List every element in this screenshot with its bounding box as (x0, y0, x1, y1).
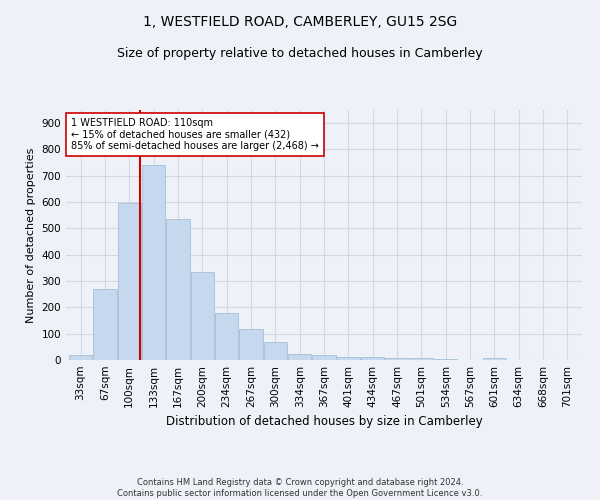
Bar (191, 272, 214, 360)
X-axis label: Distribution of detached houses by size in Camberley: Distribution of detached houses by size … (166, 416, 482, 428)
Bar (264, 342, 287, 360)
Bar (313, 354, 335, 360)
Text: 1, WESTFIELD ROAD, CAMBERLEY, GU15 2SG: 1, WESTFIELD ROAD, CAMBERLEY, GU15 2SG (143, 15, 457, 29)
Bar (434, 358, 457, 360)
Text: Contains HM Land Registry data © Crown copyright and database right 2024.
Contai: Contains HM Land Registry data © Crown c… (118, 478, 482, 498)
Bar (337, 357, 360, 360)
Bar (239, 329, 263, 360)
Bar (94, 289, 116, 360)
Bar (166, 219, 190, 360)
Bar (69, 354, 92, 360)
Bar (215, 313, 238, 360)
Bar (142, 166, 165, 360)
Text: 1 WESTFIELD ROAD: 110sqm
← 15% of detached houses are smaller (432)
85% of semi-: 1 WESTFIELD ROAD: 110sqm ← 15% of detach… (71, 118, 319, 150)
Text: Size of property relative to detached houses in Camberley: Size of property relative to detached ho… (117, 48, 483, 60)
Bar (483, 358, 506, 360)
Bar (410, 358, 433, 360)
Bar (361, 358, 384, 360)
Bar (118, 204, 141, 360)
Bar (288, 354, 311, 360)
Y-axis label: Number of detached properties: Number of detached properties (26, 148, 36, 322)
Bar (385, 358, 409, 360)
